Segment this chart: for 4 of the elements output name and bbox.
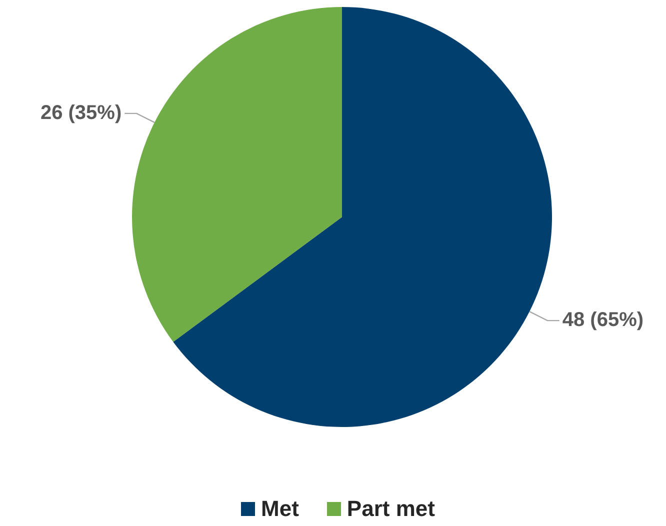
legend-label: Part met [346,496,435,522]
data-label: 48 (65%) [562,309,644,332]
legend-label: Met [261,496,299,522]
data-label: 26 (35%) [40,102,122,124]
